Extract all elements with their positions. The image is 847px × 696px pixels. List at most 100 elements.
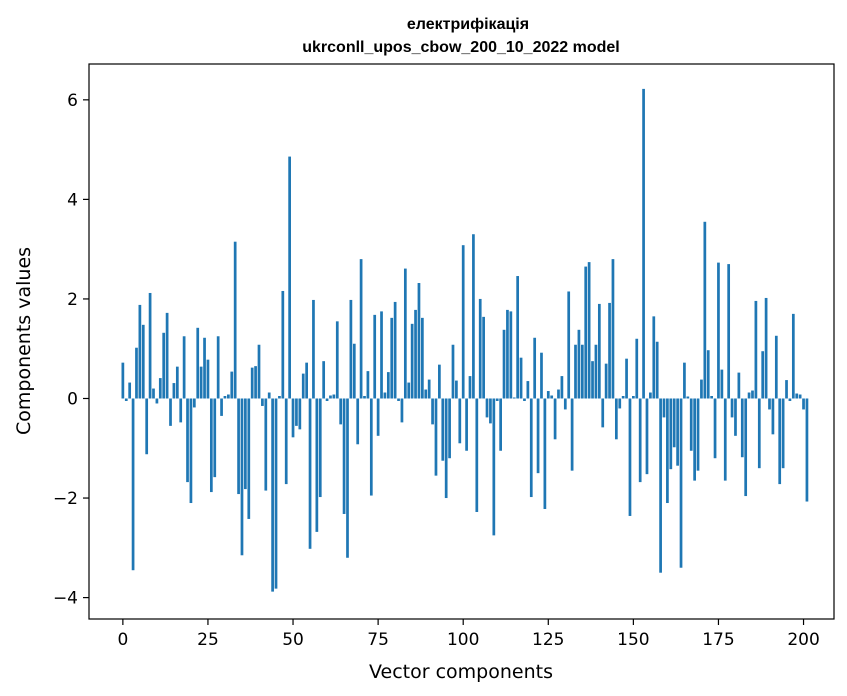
- bar: [693, 398, 696, 481]
- bar: [380, 311, 383, 399]
- bar: [254, 366, 257, 399]
- bar: [594, 344, 598, 399]
- bar: [427, 379, 431, 399]
- bar: [124, 398, 128, 401]
- bar: [325, 398, 329, 401]
- bar: [213, 398, 217, 478]
- bar: [138, 304, 142, 399]
- bar: [308, 398, 312, 549]
- bar: [560, 376, 564, 399]
- x-axis-label: Vector components: [369, 661, 553, 683]
- bar: [611, 259, 615, 399]
- bar: [196, 327, 200, 399]
- bar: [271, 398, 274, 592]
- bar: [567, 291, 571, 399]
- plot-frame: [88, 63, 835, 620]
- bar: [499, 398, 502, 451]
- bar: [278, 396, 281, 399]
- bar: [301, 373, 305, 399]
- bar: [274, 398, 278, 589]
- bar: [145, 398, 149, 455]
- bar: [584, 266, 588, 399]
- bar: [155, 398, 159, 404]
- bar: [431, 398, 434, 425]
- bar: [618, 398, 622, 409]
- bar: [257, 344, 261, 399]
- bar: [216, 336, 220, 399]
- bar: [747, 392, 751, 399]
- bar: [601, 398, 605, 428]
- bar: [179, 398, 183, 423]
- bar: [652, 316, 656, 399]
- bar: [332, 394, 336, 399]
- bar: [339, 398, 343, 425]
- chart-title: електрифікація: [407, 16, 529, 33]
- y-tick-label: −4: [53, 589, 78, 609]
- bar: [768, 398, 771, 410]
- bar: [393, 301, 397, 399]
- bar: [152, 388, 155, 399]
- bar: [597, 303, 601, 399]
- bar: [727, 264, 731, 399]
- bar: [604, 363, 608, 399]
- bar: [757, 398, 761, 469]
- bar: [162, 332, 166, 399]
- bar: [349, 299, 353, 399]
- bar: [438, 364, 441, 399]
- x-tick-label: 175: [702, 630, 734, 650]
- bar: [284, 398, 288, 485]
- bar: [710, 396, 714, 399]
- bar: [632, 396, 635, 399]
- bar: [199, 366, 203, 399]
- bar-series: [121, 88, 809, 592]
- bar: [703, 221, 707, 399]
- bar: [237, 398, 240, 495]
- bar: [744, 398, 748, 497]
- x-tick-label: 0: [117, 630, 128, 650]
- x-tick-label: 75: [367, 630, 389, 650]
- bar: [131, 398, 135, 571]
- bar: [485, 398, 489, 418]
- bar: [666, 398, 669, 504]
- bar: [165, 312, 169, 399]
- bar: [295, 398, 298, 426]
- bar: [472, 234, 475, 399]
- bar: [553, 398, 557, 440]
- bar: [465, 398, 468, 451]
- bar: [448, 398, 451, 459]
- bar: [451, 344, 455, 399]
- bar: [223, 396, 227, 399]
- y-tick-label: 0: [67, 389, 78, 409]
- bar: [329, 395, 332, 399]
- bar: [315, 398, 319, 532]
- bar: [713, 398, 717, 459]
- bar: [649, 392, 652, 399]
- x-tick-label: 150: [617, 630, 649, 650]
- bar: [128, 382, 132, 399]
- bar: [628, 398, 632, 516]
- bar: [169, 398, 172, 426]
- bar: [158, 378, 162, 399]
- bar: [577, 329, 581, 399]
- y-tick-label: 6: [67, 91, 78, 111]
- bar: [206, 359, 210, 399]
- bar: [771, 398, 775, 435]
- y-tick-label: 4: [67, 190, 78, 210]
- bar: [642, 88, 645, 399]
- bar: [526, 381, 530, 399]
- bar: [686, 396, 690, 399]
- bar: [386, 372, 390, 399]
- bar: [730, 398, 734, 418]
- bar: [805, 398, 809, 502]
- bar: [342, 398, 346, 514]
- bar: [288, 156, 291, 399]
- bar: [662, 398, 666, 418]
- bar: [720, 369, 724, 399]
- bar: [141, 324, 145, 399]
- bar: [489, 398, 492, 424]
- bar: [655, 341, 659, 399]
- x-tick-label: 200: [787, 630, 819, 650]
- bar: [356, 398, 360, 445]
- bar: [540, 352, 543, 399]
- bar: [175, 366, 179, 399]
